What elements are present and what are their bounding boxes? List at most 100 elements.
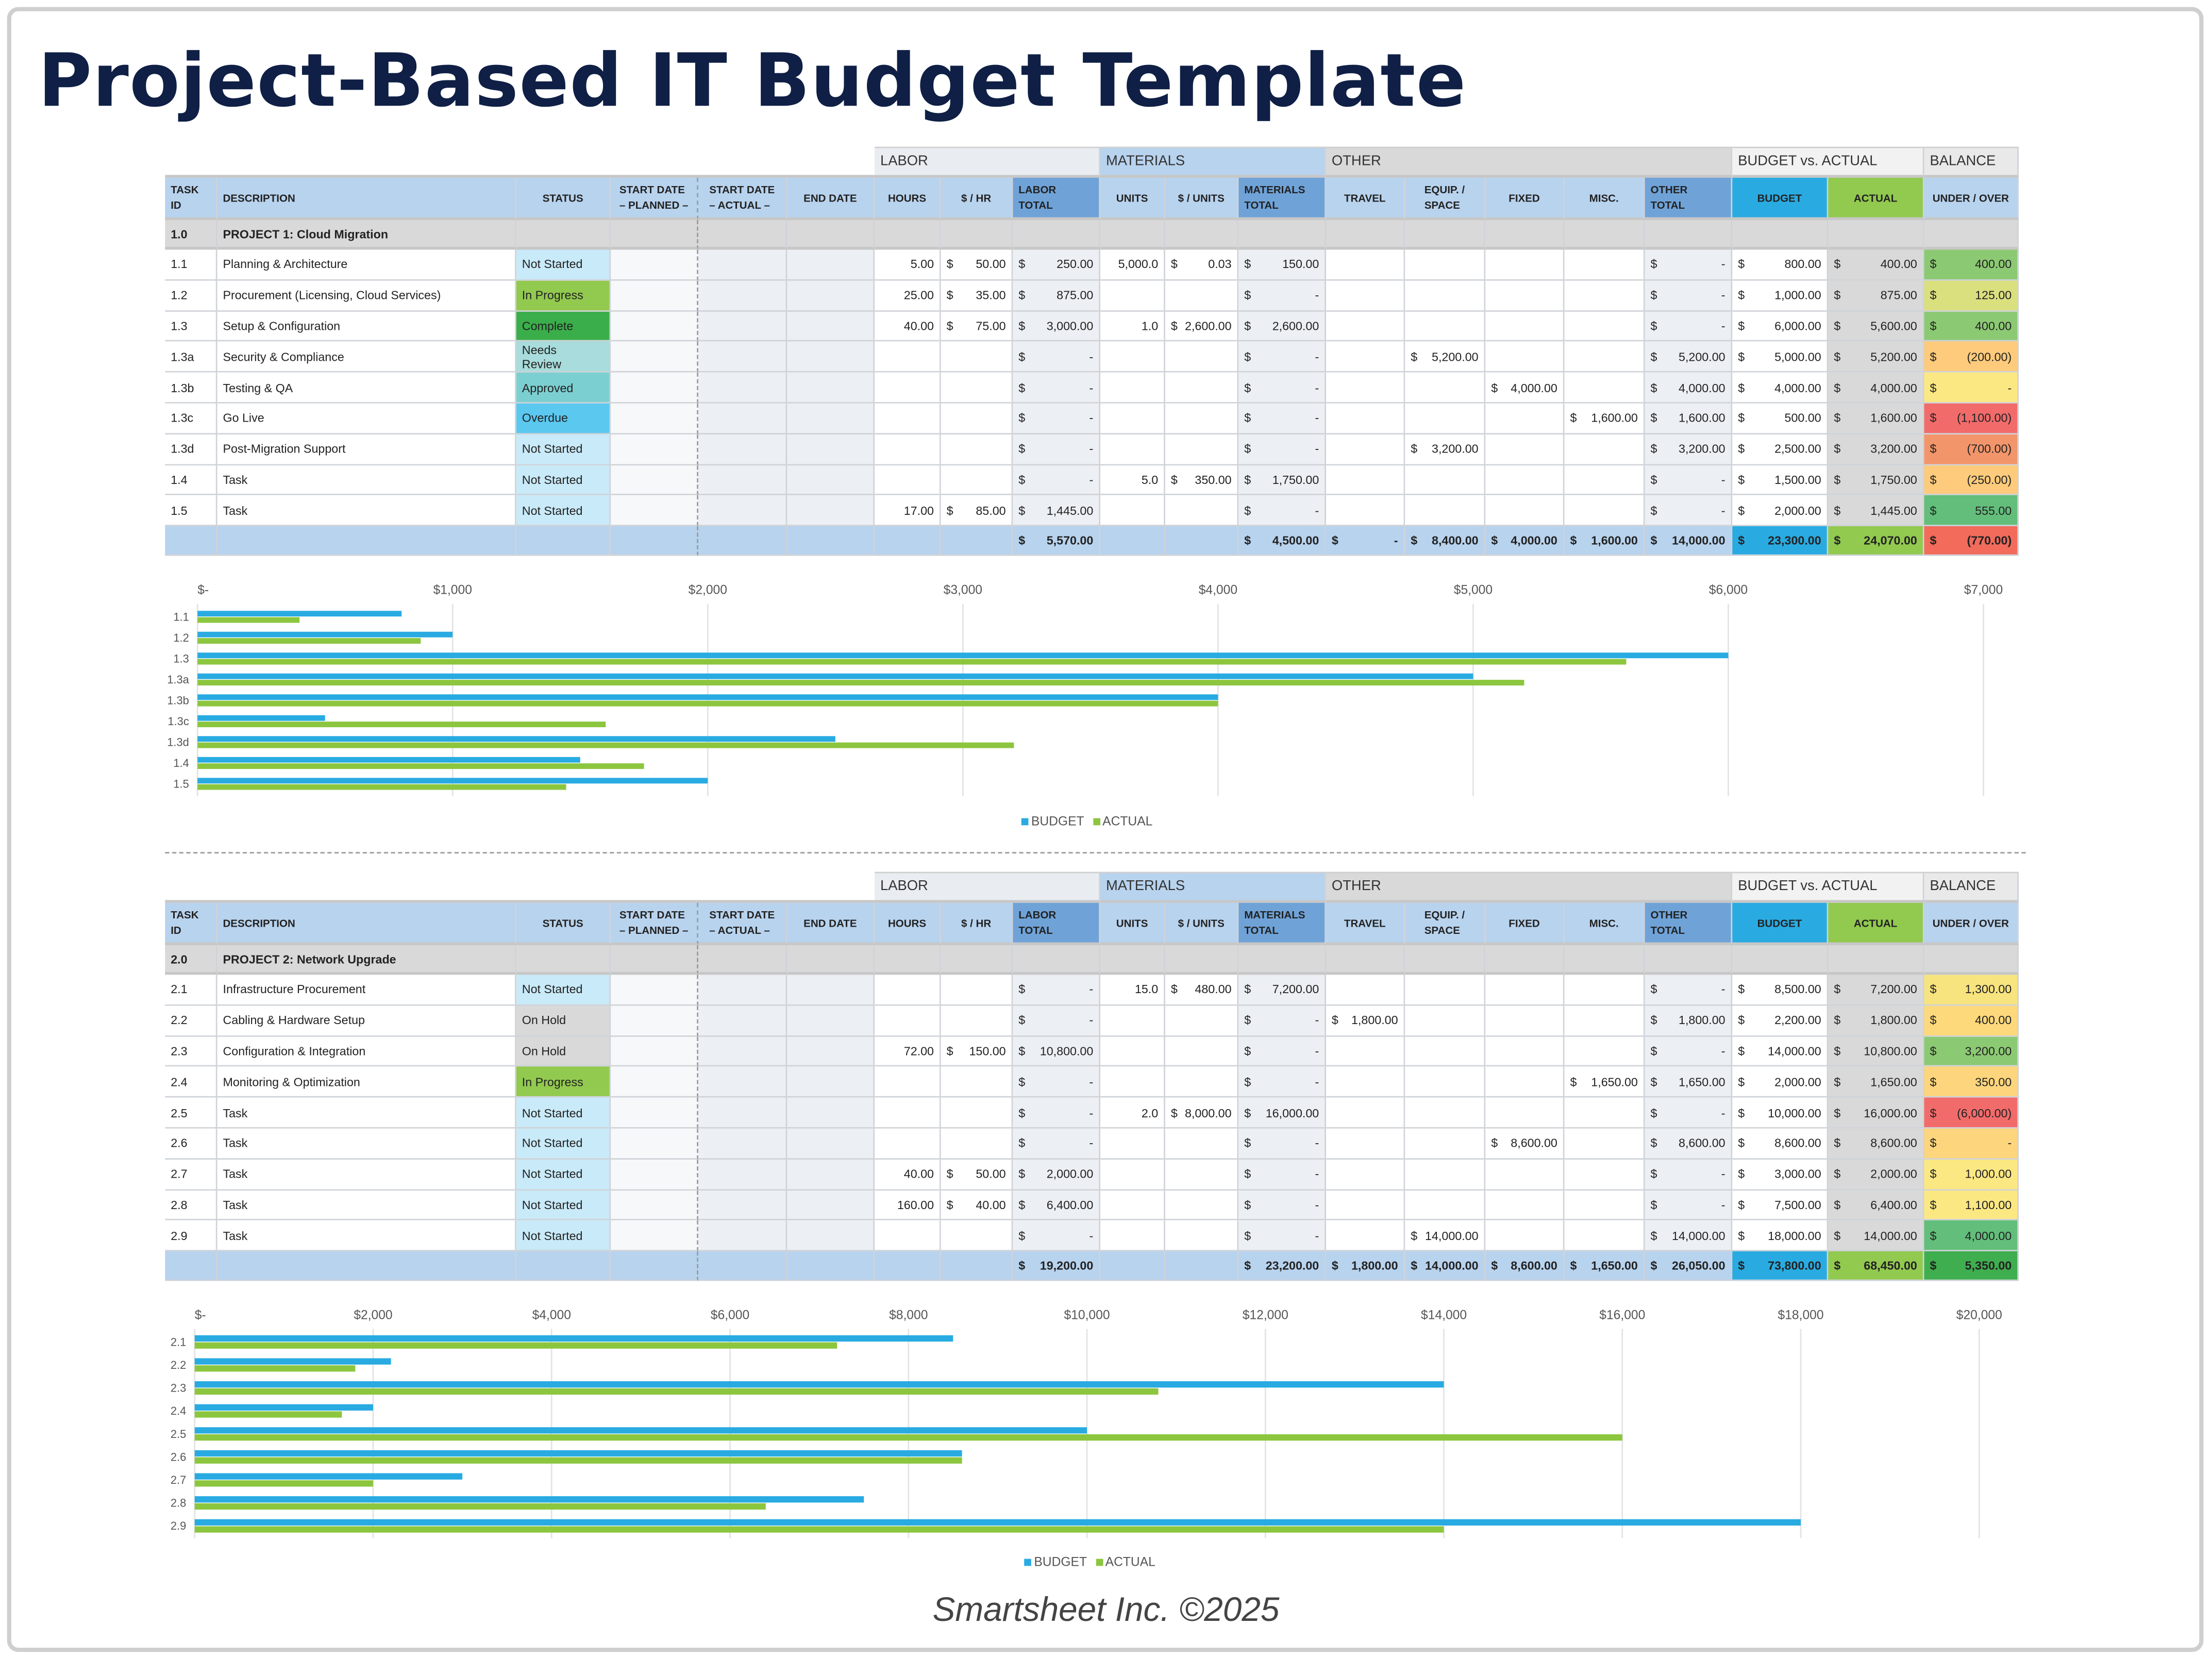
column-header-status[interactable]: STATUS <box>516 177 611 221</box>
cell-end-date[interactable] <box>787 495 875 527</box>
cell-start-date-planned[interactable] <box>611 311 698 342</box>
cell-start-date-actual[interactable] <box>698 1128 787 1160</box>
column-header-other-total[interactable]: OTHER TOTAL <box>1645 902 1733 945</box>
column-header-budget[interactable]: BUDGET <box>1732 902 1829 945</box>
cell-end-date[interactable] <box>787 1067 875 1098</box>
column-header-end-date[interactable]: END DATE <box>787 177 875 221</box>
cell-description[interactable]: Go Live <box>217 403 516 434</box>
cell-status[interactable]: On Hold <box>516 1006 611 1036</box>
column-header-description[interactable]: DESCRIPTION <box>217 177 516 221</box>
cell-start-date-planned[interactable] <box>611 434 698 465</box>
cell-task-id[interactable]: 1.3b <box>165 373 217 404</box>
column-header-fixed[interactable]: FIXED <box>1485 177 1565 221</box>
cell-status[interactable]: Overdue <box>516 403 611 434</box>
column-header-misc[interactable]: MISC. <box>1564 177 1645 221</box>
cell-start-date-actual[interactable] <box>698 1159 787 1191</box>
cell-end-date[interactable] <box>787 249 875 281</box>
column-header-hours[interactable]: HOURS <box>875 902 941 945</box>
column-header-travel[interactable]: TRAVEL <box>1326 177 1405 221</box>
cell-task-id[interactable]: 1.3c <box>165 403 217 434</box>
cell-start-date-planned[interactable] <box>611 1036 698 1067</box>
cell-end-date[interactable] <box>787 342 875 373</box>
column-header-misc[interactable]: MISC. <box>1564 902 1645 945</box>
cell-start-date-planned[interactable] <box>611 975 698 1006</box>
cell-task-id[interactable]: 2.2 <box>165 1006 217 1036</box>
cell-description[interactable]: Task <box>217 1128 516 1160</box>
cell-end-date[interactable] <box>787 1159 875 1191</box>
cell-task-id[interactable]: 2.5 <box>165 1098 217 1129</box>
cell-start-date-actual[interactable] <box>698 495 787 527</box>
column-header-under-over[interactable]: UNDER / OVER <box>1924 902 2019 945</box>
cell-start-date-planned[interactable] <box>611 373 698 404</box>
cell-description[interactable]: Task <box>217 1159 516 1191</box>
cell-description[interactable]: Infrastructure Procurement <box>217 975 516 1006</box>
cell-start-date-actual[interactable] <box>698 280 787 311</box>
column-header-start-date-planned[interactable]: START DATE – PLANNED – <box>611 902 698 945</box>
column-header-under-over[interactable]: UNDER / OVER <box>1924 177 2019 221</box>
cell-status[interactable]: In Progress <box>516 280 611 311</box>
column-header-units[interactable]: UNITS <box>1100 902 1165 945</box>
column-header-start-date-planned[interactable]: START DATE – PLANNED – <box>611 177 698 221</box>
column-header-other-total[interactable]: OTHER TOTAL <box>1645 177 1733 221</box>
cell-start-date-planned[interactable] <box>611 280 698 311</box>
cell-start-date-planned[interactable] <box>611 249 698 281</box>
cell-start-date-actual[interactable] <box>698 1098 787 1129</box>
cell-start-date-planned[interactable] <box>611 495 698 527</box>
cell-status[interactable]: Approved <box>516 373 611 404</box>
cell-start-date-planned[interactable] <box>611 1128 698 1160</box>
cell-start-date-planned[interactable] <box>611 1190 698 1221</box>
cell-end-date[interactable] <box>787 1006 875 1036</box>
cell-description[interactable]: Procurement (Licensing, Cloud Services) <box>217 280 516 311</box>
cell-end-date[interactable] <box>787 403 875 434</box>
cell-task-id[interactable]: 2.8 <box>165 1190 217 1221</box>
column-header-actual[interactable]: ACTUAL <box>1828 902 1924 945</box>
cell-start-date-planned[interactable] <box>611 342 698 373</box>
cell-status[interactable]: Not Started <box>516 495 611 527</box>
cell-task-id[interactable]: 2.7 <box>165 1159 217 1191</box>
column-header-equip-space[interactable]: EQUIP. / SPACE <box>1405 177 1486 221</box>
cell-start-date-actual[interactable] <box>698 1006 787 1036</box>
cell-status[interactable]: Not Started <box>516 975 611 1006</box>
cell-task-id[interactable]: 2.4 <box>165 1067 217 1098</box>
cell-task-id[interactable]: 1.2 <box>165 280 217 311</box>
column-header-hr[interactable]: $ / HR <box>941 902 1013 945</box>
cell-start-date-planned[interactable] <box>611 1067 698 1098</box>
column-header-budget[interactable]: BUDGET <box>1732 177 1829 221</box>
cell-description[interactable]: Task <box>217 1098 516 1129</box>
cell-description[interactable]: Task <box>217 1190 516 1221</box>
cell-start-date-actual[interactable] <box>698 1220 787 1252</box>
column-header-fixed[interactable]: FIXED <box>1485 902 1565 945</box>
cell-status[interactable]: Not Started <box>516 465 611 496</box>
cell-start-date-actual[interactable] <box>698 403 787 434</box>
column-header-hr[interactable]: $ / HR <box>941 177 1013 221</box>
cell-description[interactable]: Monitoring & Optimization <box>217 1067 516 1098</box>
cell-end-date[interactable] <box>787 975 875 1006</box>
cell-start-date-actual[interactable] <box>698 311 787 342</box>
column-header-units[interactable]: $ / UNITS <box>1165 902 1239 945</box>
cell-end-date[interactable] <box>787 280 875 311</box>
column-header-description[interactable]: DESCRIPTION <box>217 902 516 945</box>
cell-status[interactable]: Not Started <box>516 1098 611 1129</box>
cell-task-id[interactable]: 2.1 <box>165 975 217 1006</box>
cell-description[interactable]: Task <box>217 465 516 496</box>
cell-end-date[interactable] <box>787 434 875 465</box>
cell-task-id[interactable]: 1.3a <box>165 342 217 373</box>
cell-start-date-planned[interactable] <box>611 1006 698 1036</box>
column-header-status[interactable]: STATUS <box>516 902 611 945</box>
cell-description[interactable]: Task <box>217 1220 516 1252</box>
cell-task-id[interactable]: 1.3 <box>165 311 217 342</box>
cell-description[interactable]: Planning & Architecture <box>217 249 516 281</box>
cell-task-id[interactable]: 2.3 <box>165 1036 217 1067</box>
cell-description[interactable]: Post-Migration Support <box>217 434 516 465</box>
cell-end-date[interactable] <box>787 311 875 342</box>
cell-start-date-planned[interactable] <box>611 1159 698 1191</box>
column-header-materials-total[interactable]: MATERIALS TOTAL <box>1238 902 1326 945</box>
cell-start-date-actual[interactable] <box>698 434 787 465</box>
column-header-end-date[interactable]: END DATE <box>787 902 875 945</box>
cell-task-id[interactable]: 1.5 <box>165 495 217 527</box>
cell-start-date-actual[interactable] <box>698 342 787 373</box>
column-header-units[interactable]: $ / UNITS <box>1165 177 1239 221</box>
cell-status[interactable]: Not Started <box>516 1128 611 1160</box>
column-header-units[interactable]: UNITS <box>1100 177 1165 221</box>
column-header-equip-space[interactable]: EQUIP. / SPACE <box>1405 902 1486 945</box>
